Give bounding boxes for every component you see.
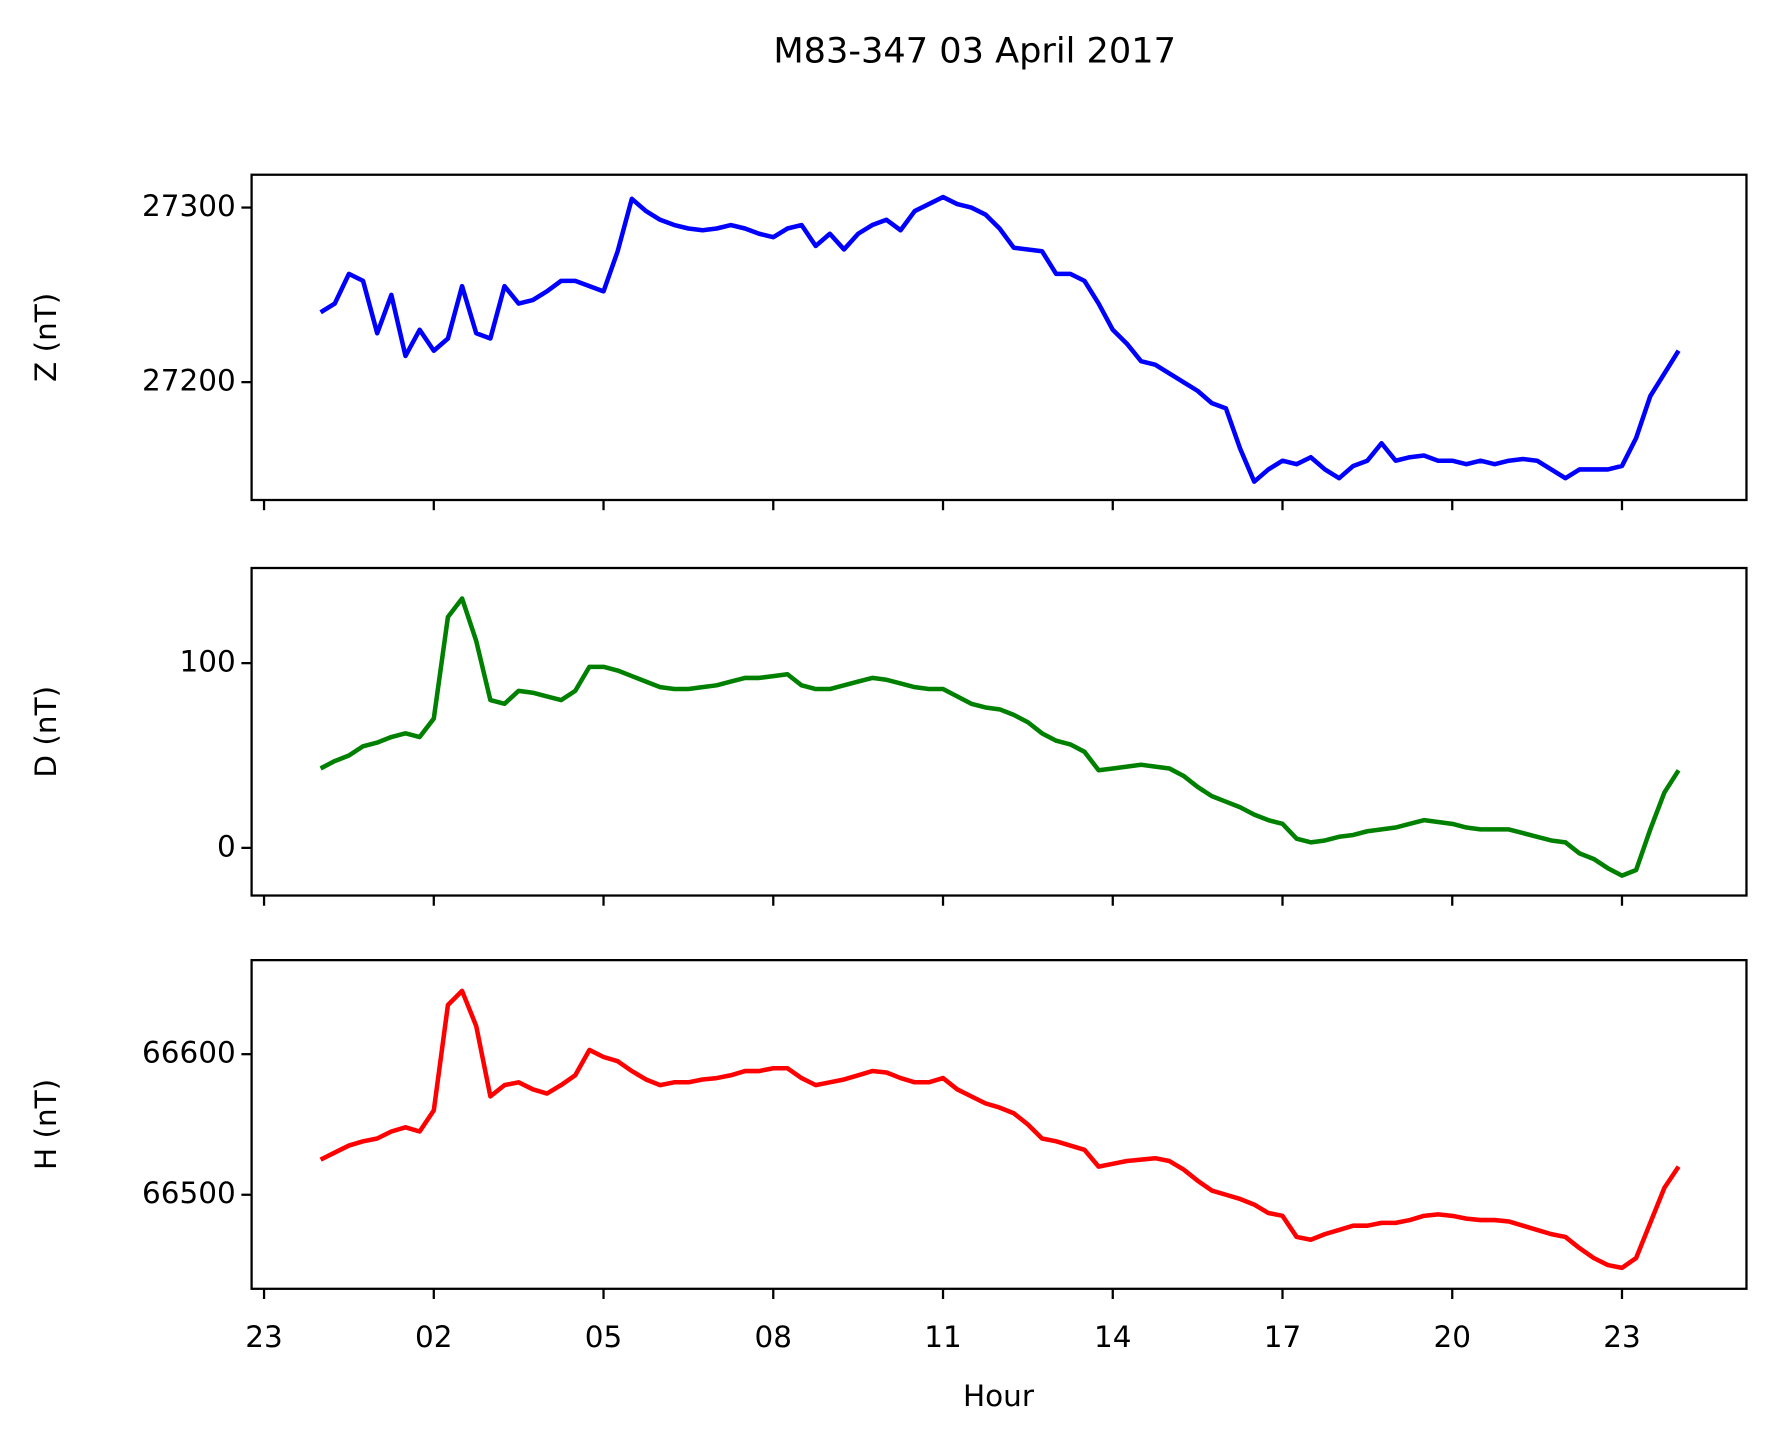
y-tick-label: 27300 [142,189,236,223]
y-tick-label: 0 [217,829,236,863]
x-tick-label: 20 [1434,1320,1471,1354]
x-tick-label: 17 [1264,1320,1301,1354]
y-tick-label: 66600 [142,1036,236,1070]
axes-frame [250,173,1748,502]
x-tick-label: 14 [1094,1320,1131,1354]
y-tick-label: 66500 [142,1176,236,1210]
y-axis-label: H (nT) [29,1079,63,1170]
axes-frame [250,959,1748,1290]
y-tick-label: 27200 [142,364,236,398]
x-tick-label: 11 [924,1320,961,1354]
y-tick-label: 100 [180,645,236,679]
axes-frame [250,566,1748,897]
x-tick-label: 02 [415,1320,452,1354]
data-line [319,988,1681,1271]
x-tick-label: 08 [755,1320,792,1354]
x-tick-label: 05 [585,1320,622,1354]
y-axis-label: Z (nT) [29,293,63,382]
data-line [319,194,1681,484]
x-tick-label: 23 [245,1320,282,1354]
x-axis-label: Hour [963,1379,1035,1413]
x-tick-label: 23 [1603,1320,1640,1354]
chart-title: M83-347 03 April 2017 [773,30,1176,71]
y-axis-label: D (nT) [29,686,63,778]
data-line [319,596,1681,878]
